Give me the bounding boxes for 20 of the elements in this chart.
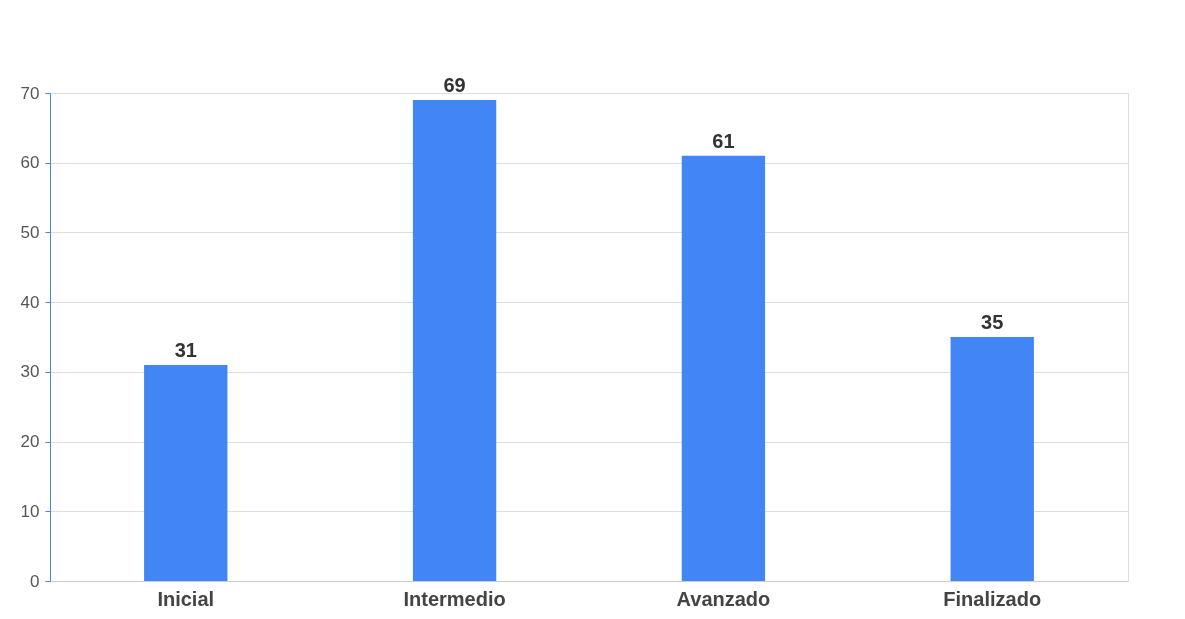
x-tick-label: Intermedio	[403, 587, 506, 610]
y-tick-label: 30	[20, 362, 40, 382]
y-tick-label: 70	[20, 83, 40, 103]
bar	[412, 99, 497, 581]
data-label: 35	[981, 311, 1004, 333]
data-label: 61	[712, 129, 735, 152]
bar	[681, 155, 766, 581]
y-tick-label: 10	[20, 501, 40, 521]
y-tick-label: 60	[20, 153, 40, 173]
y-tick-label: 20	[20, 432, 40, 452]
x-tick-label: Inicial	[157, 587, 215, 610]
data-label: 69	[443, 73, 466, 96]
bar	[144, 364, 228, 581]
data-label: 31	[174, 338, 197, 361]
y-tick-label: 50	[20, 222, 40, 242]
x-tick-label: Avanzado	[676, 587, 771, 610]
bar	[950, 337, 1034, 581]
x-tick-label: Finalizado	[943, 587, 1042, 610]
y-tick-label: 0	[30, 571, 40, 591]
y-tick-label: 40	[20, 292, 40, 312]
